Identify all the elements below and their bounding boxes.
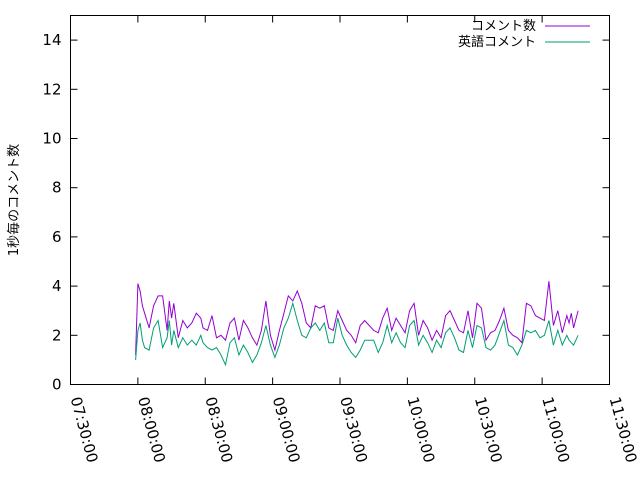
- y-tick-label: 8: [52, 179, 62, 197]
- legend-label-2: 英語コメント: [458, 34, 536, 50]
- plot-frame: [70, 15, 610, 385]
- y-axis-title: 1秒毎のコメント数: [6, 144, 22, 256]
- y-tick-label: 0: [52, 376, 62, 394]
- y-tick-label: 14: [42, 31, 61, 49]
- y-tick-label: 10: [42, 130, 61, 148]
- y-tick-label: 12: [42, 80, 61, 98]
- y-tick-label: 6: [52, 228, 62, 246]
- legend-label-1: コメント数: [471, 19, 536, 34]
- series-line-2: [135, 301, 579, 367]
- y-tick-label: 4: [52, 277, 62, 295]
- y-tick-label: 2: [52, 326, 62, 344]
- series-line-1: [135, 281, 579, 356]
